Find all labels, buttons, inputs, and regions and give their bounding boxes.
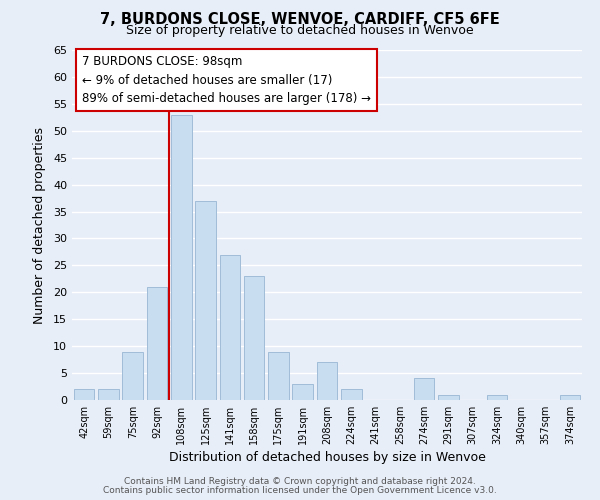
Text: Size of property relative to detached houses in Wenvoe: Size of property relative to detached ho…: [126, 24, 474, 37]
Text: Contains public sector information licensed under the Open Government Licence v3: Contains public sector information licen…: [103, 486, 497, 495]
Bar: [438, 394, 459, 400]
Bar: [487, 394, 508, 400]
Bar: [414, 378, 434, 400]
Y-axis label: Number of detached properties: Number of detached properties: [33, 126, 46, 324]
X-axis label: Distribution of detached houses by size in Wenvoe: Distribution of detached houses by size …: [169, 451, 485, 464]
Text: 7, BURDONS CLOSE, WENVOE, CARDIFF, CF5 6FE: 7, BURDONS CLOSE, WENVOE, CARDIFF, CF5 6…: [100, 12, 500, 28]
Bar: [74, 389, 94, 400]
Bar: [122, 352, 143, 400]
Bar: [195, 201, 216, 400]
Bar: [317, 362, 337, 400]
Bar: [341, 389, 362, 400]
Bar: [268, 352, 289, 400]
Text: Contains HM Land Registry data © Crown copyright and database right 2024.: Contains HM Land Registry data © Crown c…: [124, 477, 476, 486]
Bar: [244, 276, 265, 400]
Bar: [171, 114, 191, 400]
Bar: [560, 394, 580, 400]
Bar: [292, 384, 313, 400]
Bar: [146, 287, 167, 400]
Text: 7 BURDONS CLOSE: 98sqm
← 9% of detached houses are smaller (17)
89% of semi-deta: 7 BURDONS CLOSE: 98sqm ← 9% of detached …: [82, 55, 371, 106]
Bar: [98, 389, 119, 400]
Bar: [220, 254, 240, 400]
